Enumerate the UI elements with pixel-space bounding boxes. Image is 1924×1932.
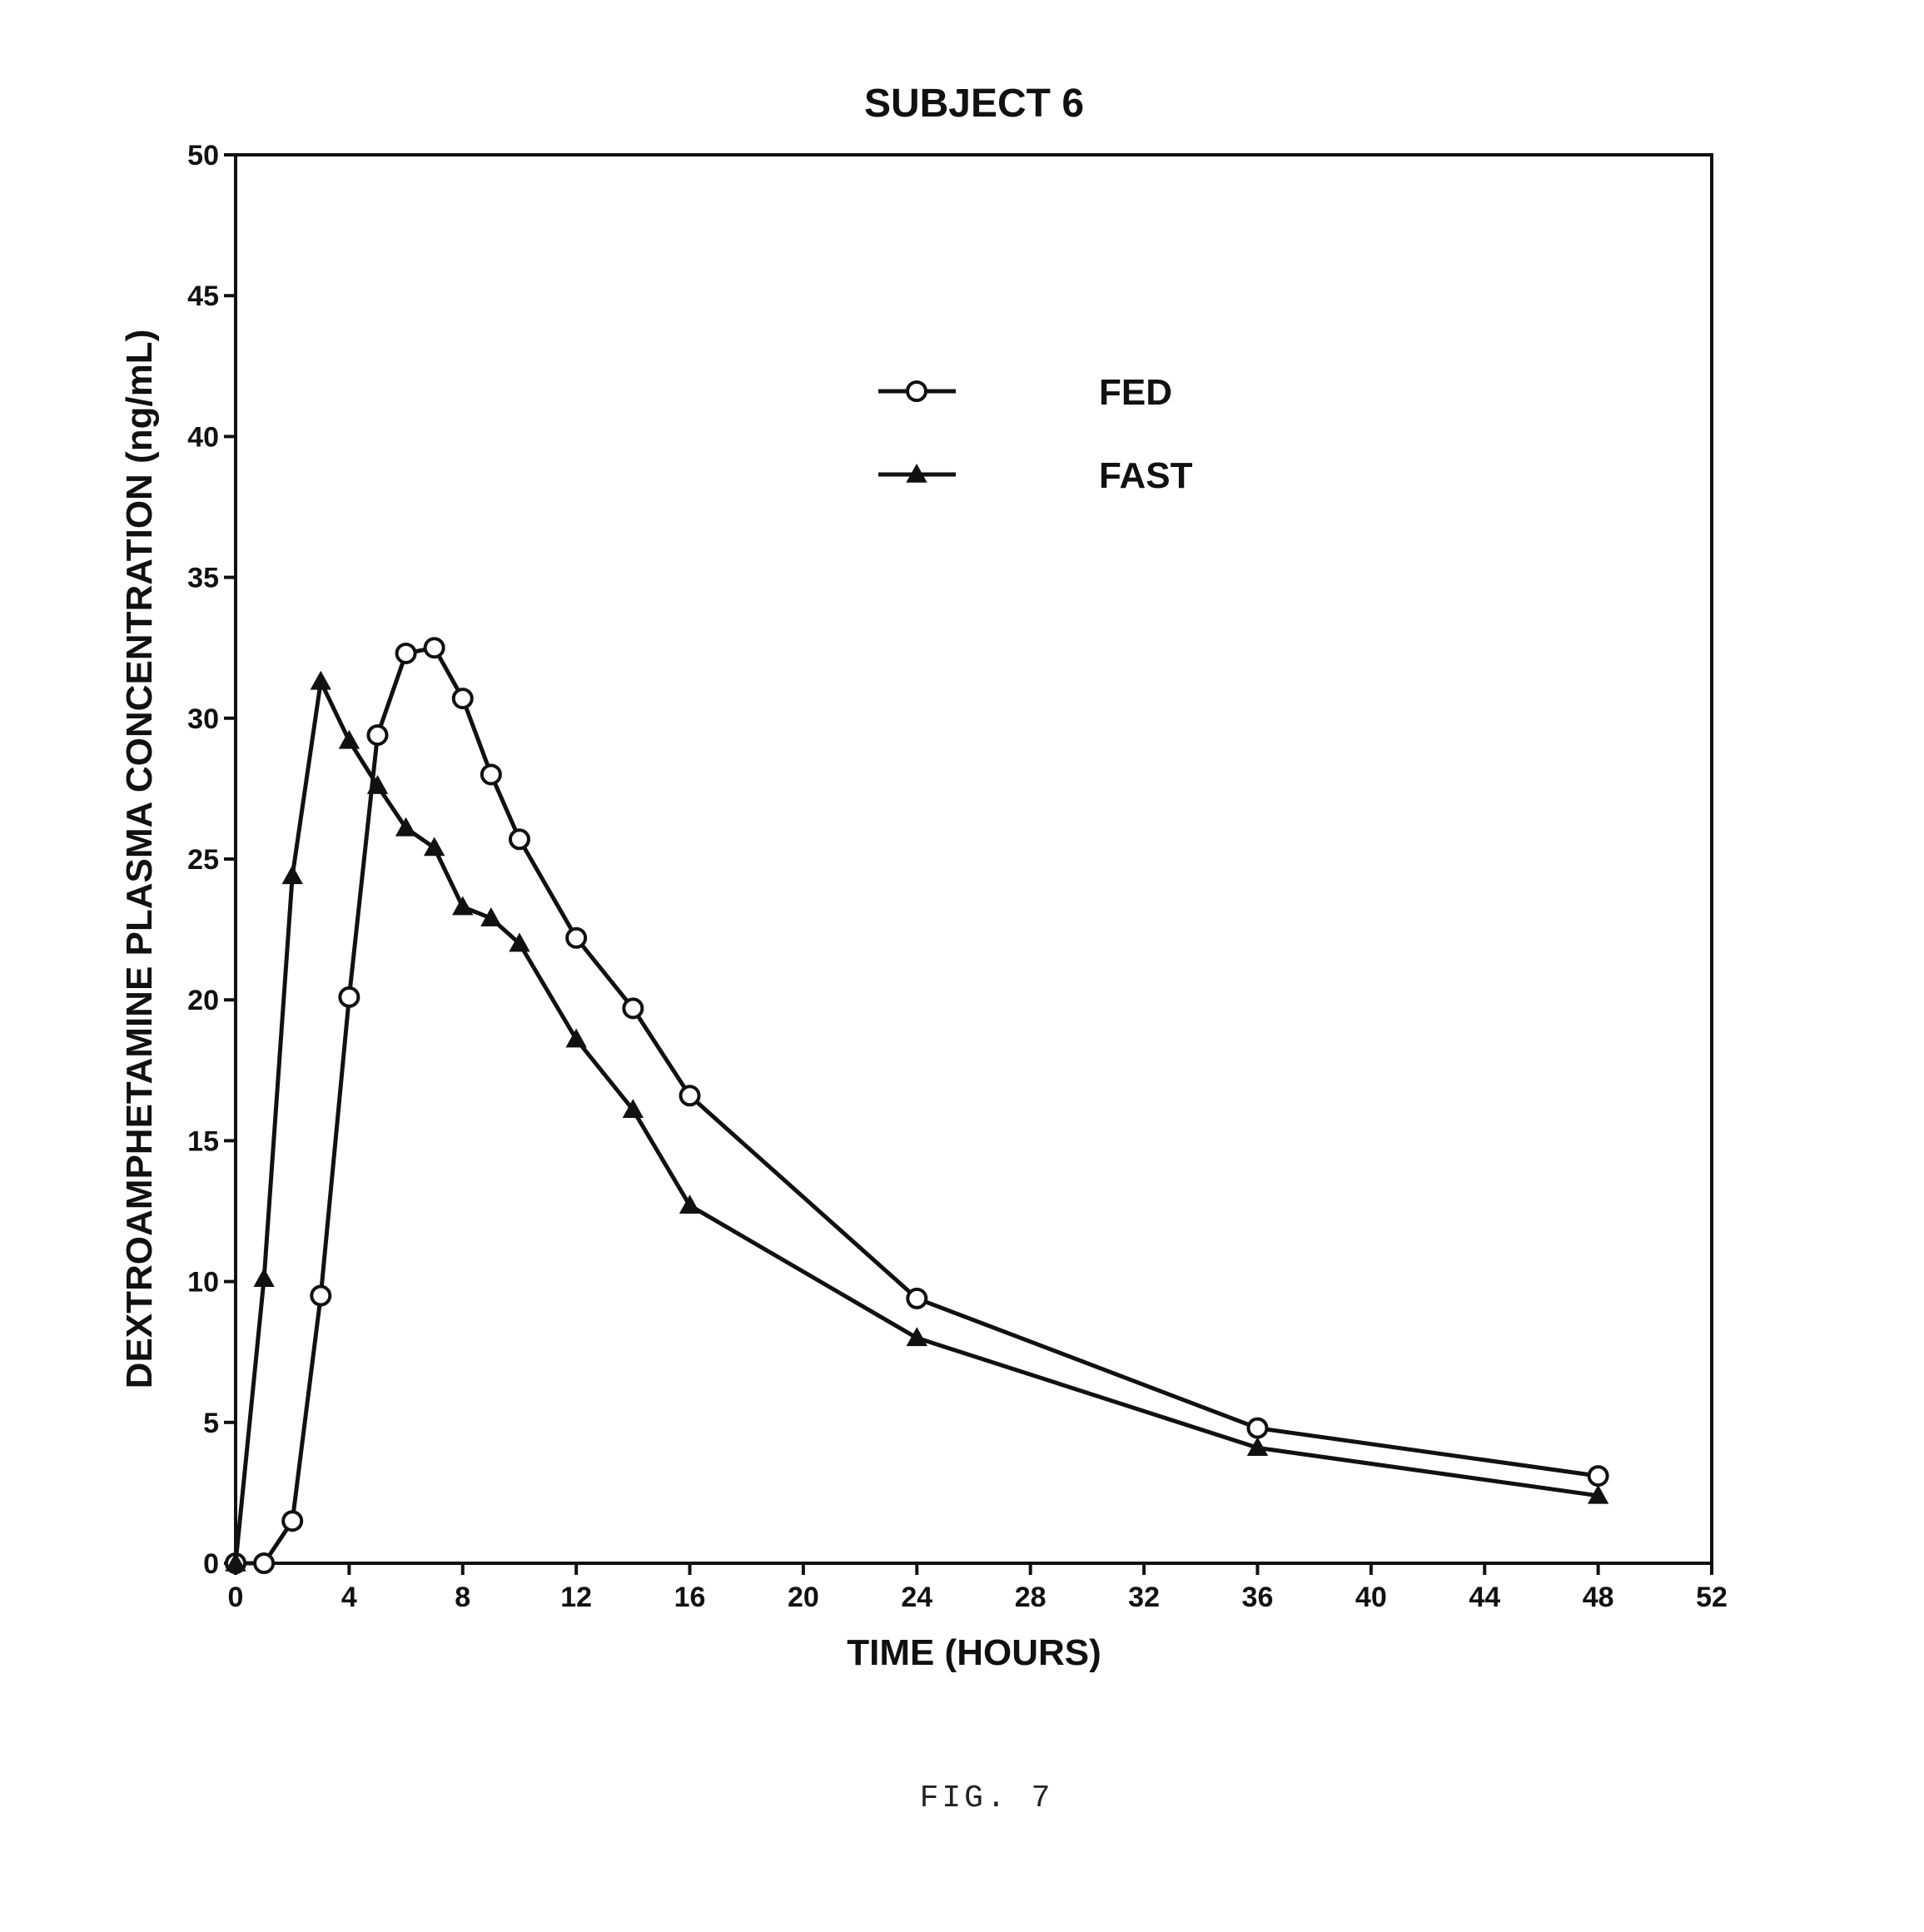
y-axis-label: DEXTROAMPHETAMINE PLASMA CONCENTRATION (… (119, 330, 160, 1389)
data-point-fed (340, 988, 358, 1006)
legend-label-fast: FAST (1099, 455, 1193, 496)
y-tick-label: 50 (187, 140, 219, 171)
x-tick-label: 0 (228, 1582, 244, 1613)
y-tick-label: 30 (187, 703, 219, 735)
x-tick-label: 40 (1355, 1582, 1387, 1613)
y-tick-label: 10 (187, 1267, 219, 1299)
y-tick-label: 45 (187, 281, 219, 312)
data-point-fed (681, 1086, 699, 1105)
series-line-fed (236, 648, 1598, 1563)
data-point-fast (311, 673, 330, 689)
series-fast (226, 673, 1608, 1571)
data-point-fast (907, 1329, 926, 1345)
x-tick-label: 32 (1128, 1582, 1160, 1613)
x-tick-label: 48 (1583, 1582, 1614, 1613)
data-point-fed (425, 638, 444, 657)
data-point-fed (624, 999, 642, 1017)
x-tick-label: 12 (560, 1582, 592, 1613)
data-point-fed (368, 726, 386, 744)
data-point-fast (283, 867, 301, 883)
data-point-fed (283, 1512, 301, 1530)
legend: FED FAST (878, 372, 1193, 496)
x-tick-label: 24 (901, 1582, 932, 1613)
data-point-fed (311, 1287, 330, 1305)
series-fed (226, 638, 1608, 1572)
data-point-fast (255, 1269, 273, 1286)
series-line-fast (236, 682, 1598, 1563)
data-point-fast (340, 732, 358, 748)
y-tick-label: 20 (187, 985, 219, 1016)
data-point-fed (1248, 1419, 1266, 1438)
x-axis-ticks: 0481216202428323640444852 (228, 1563, 1728, 1613)
data-point-fed (1589, 1467, 1608, 1485)
plot-frame (236, 155, 1712, 1563)
data-point-fast (681, 1196, 699, 1213)
x-axis-label: TIME (HOURS) (847, 1632, 1101, 1673)
data-point-fed (482, 765, 500, 783)
x-tick-label: 52 (1696, 1582, 1728, 1613)
y-tick-label: 0 (203, 1548, 219, 1580)
data-point-fast (454, 898, 472, 915)
y-tick-label: 5 (203, 1408, 219, 1439)
data-point-fed (255, 1554, 273, 1572)
y-tick-label: 40 (187, 421, 219, 453)
chart-title: SUBJECT 6 (864, 82, 1084, 126)
y-tick-label: 15 (187, 1125, 219, 1157)
legend-label-fed: FED (1099, 372, 1172, 413)
y-tick-label: 25 (187, 844, 219, 876)
x-tick-label: 36 (1242, 1582, 1274, 1613)
data-point-fed (567, 929, 585, 947)
y-axis-ticks: 0 5 10 15 20 25 30 35 40 45 50 (187, 140, 236, 1580)
y-tick-label: 35 (187, 563, 219, 594)
series-layer (226, 638, 1608, 1572)
data-point-fed (397, 644, 415, 663)
data-point-fed (907, 1289, 926, 1308)
x-tick-label: 8 (455, 1582, 470, 1613)
figure-caption: FIG. 7 (920, 1781, 1054, 1816)
data-point-fed (510, 830, 529, 848)
legend-marker-fed (907, 382, 926, 400)
x-tick-label: 16 (674, 1582, 706, 1613)
x-tick-label: 4 (341, 1582, 357, 1613)
data-point-fast (567, 1031, 585, 1047)
x-tick-label: 28 (1015, 1582, 1047, 1613)
x-tick-label: 44 (1469, 1582, 1500, 1613)
data-point-fed (454, 689, 472, 708)
x-tick-label: 20 (788, 1582, 819, 1613)
